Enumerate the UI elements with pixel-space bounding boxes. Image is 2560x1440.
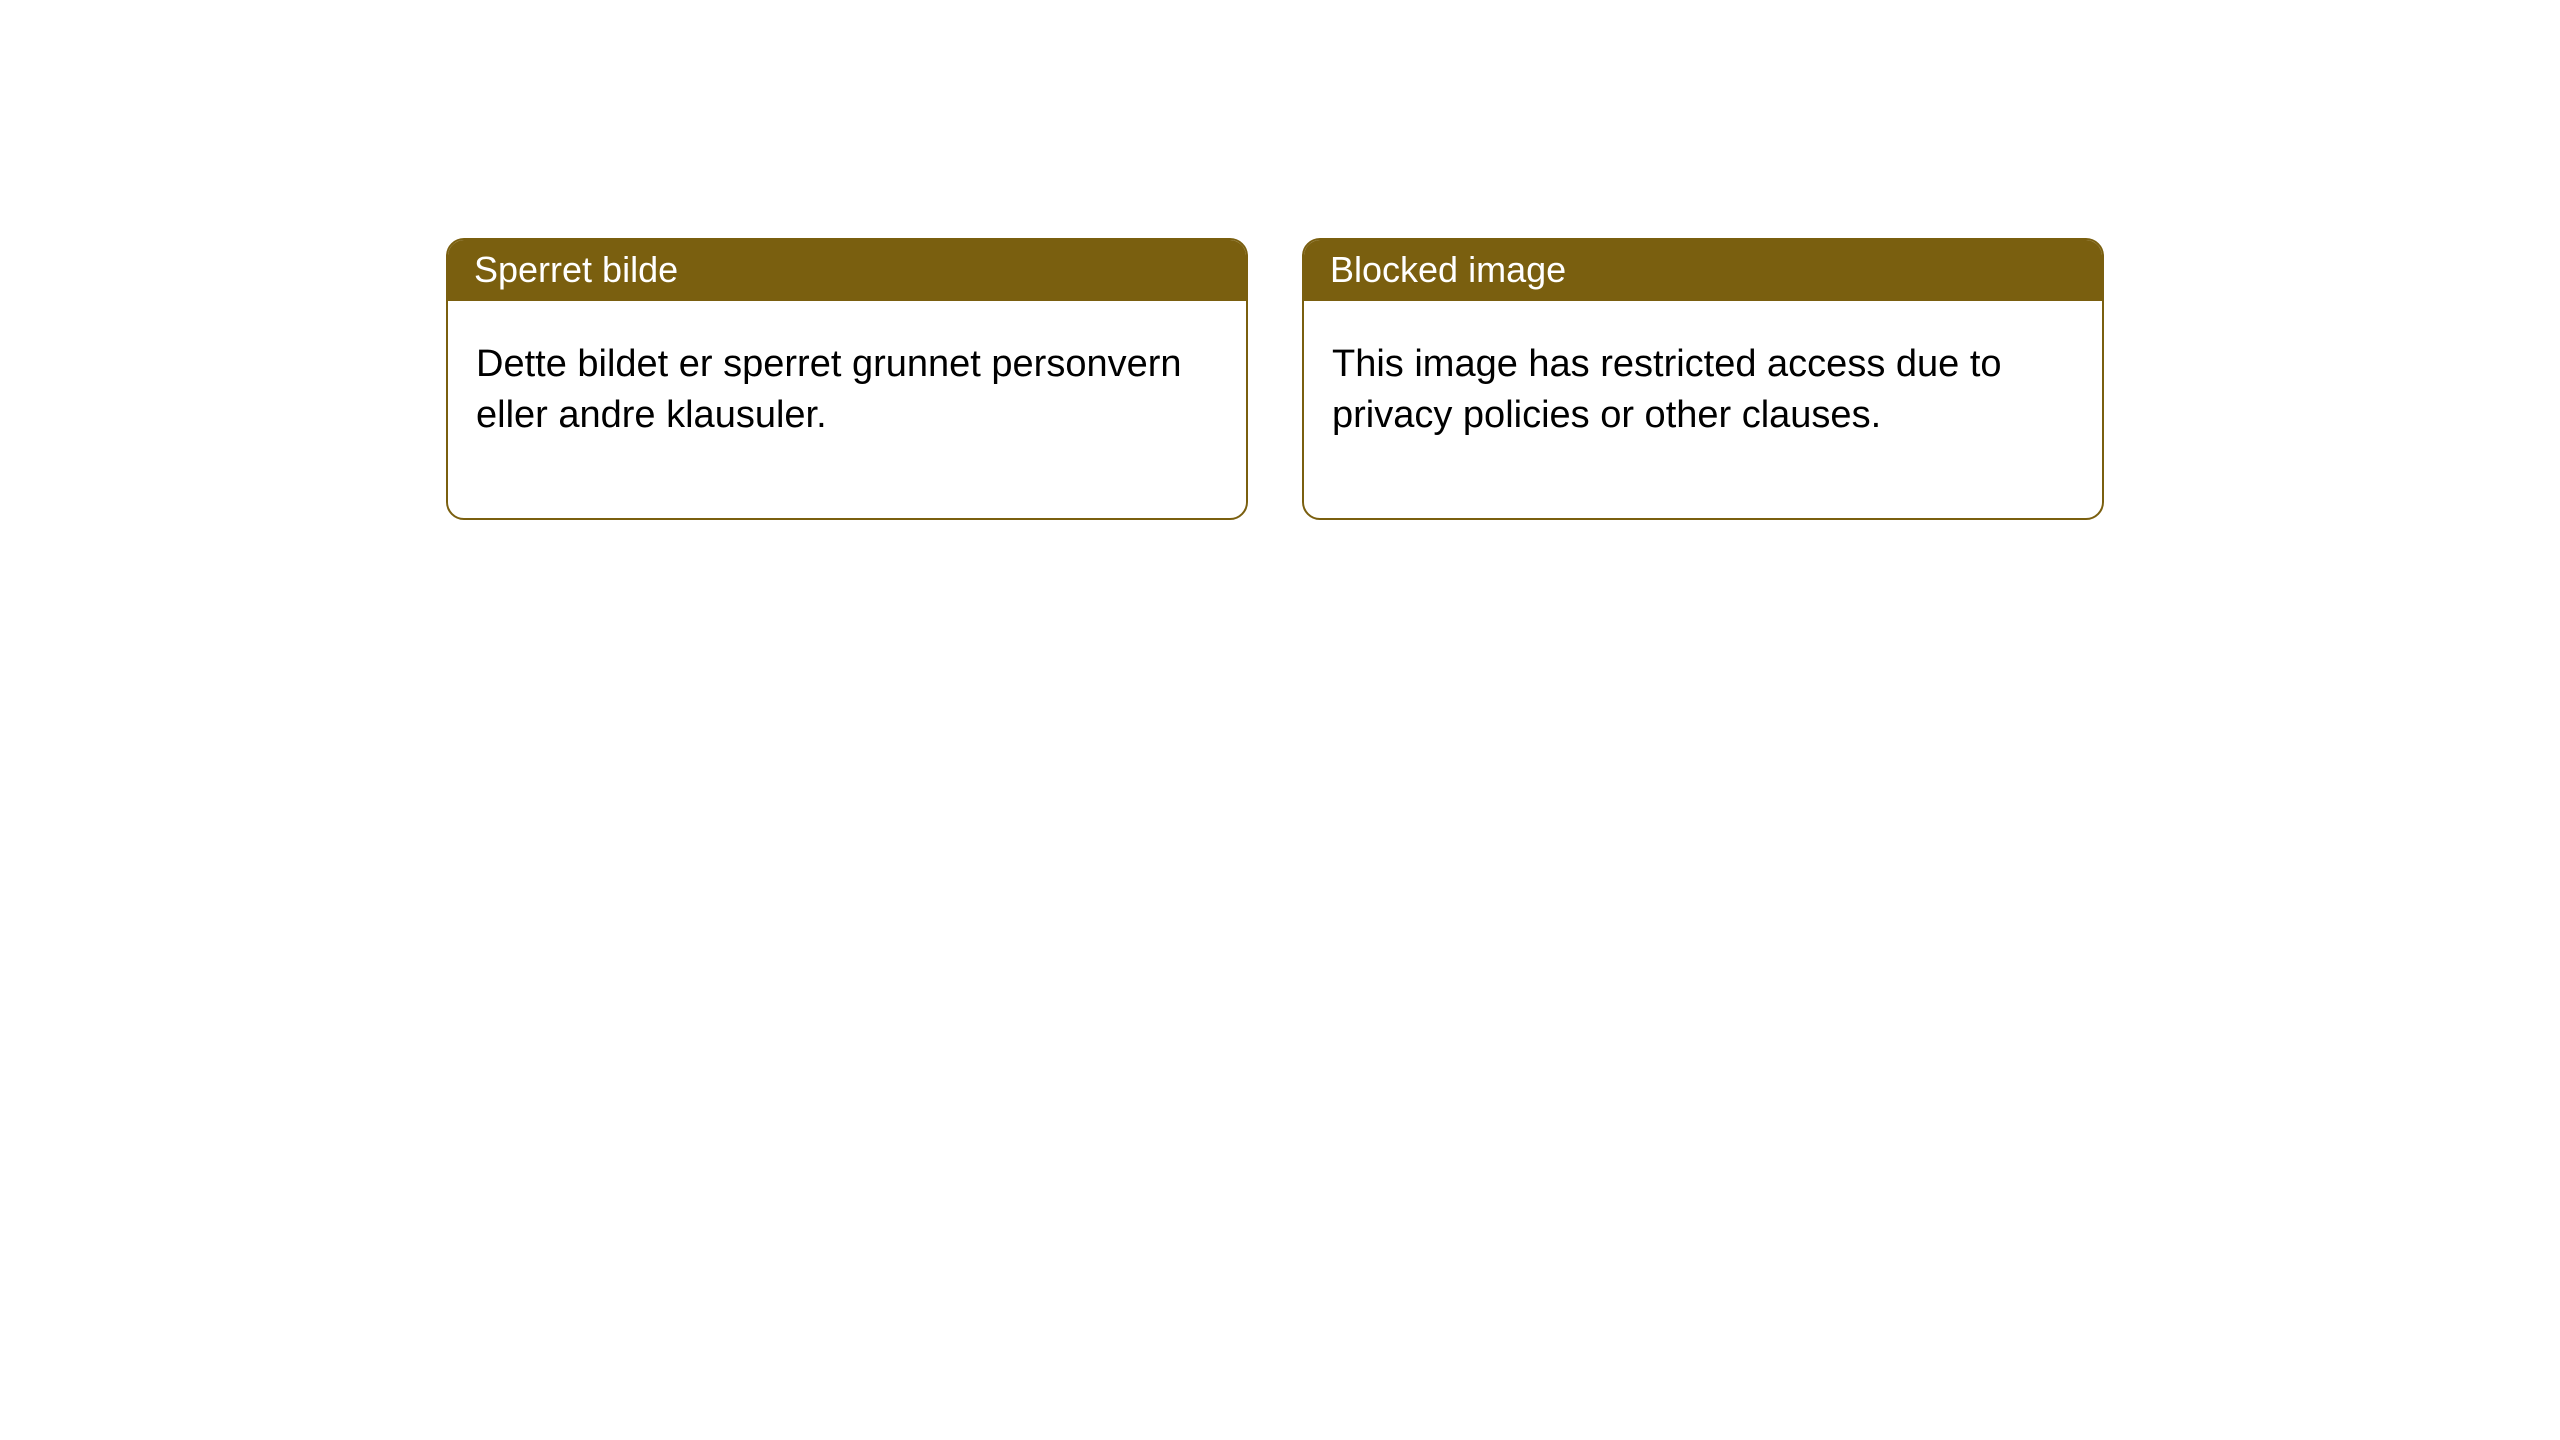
- notice-card-english: Blocked image This image has restricted …: [1302, 238, 2104, 520]
- notice-body-text: Dette bildet er sperret grunnet personve…: [448, 301, 1246, 518]
- notice-container: Sperret bilde Dette bildet er sperret gr…: [0, 0, 2560, 520]
- notice-card-norwegian: Sperret bilde Dette bildet er sperret gr…: [446, 238, 1248, 520]
- notice-title: Blocked image: [1304, 240, 2102, 301]
- notice-body-text: This image has restricted access due to …: [1304, 301, 2102, 518]
- notice-title: Sperret bilde: [448, 240, 1246, 301]
